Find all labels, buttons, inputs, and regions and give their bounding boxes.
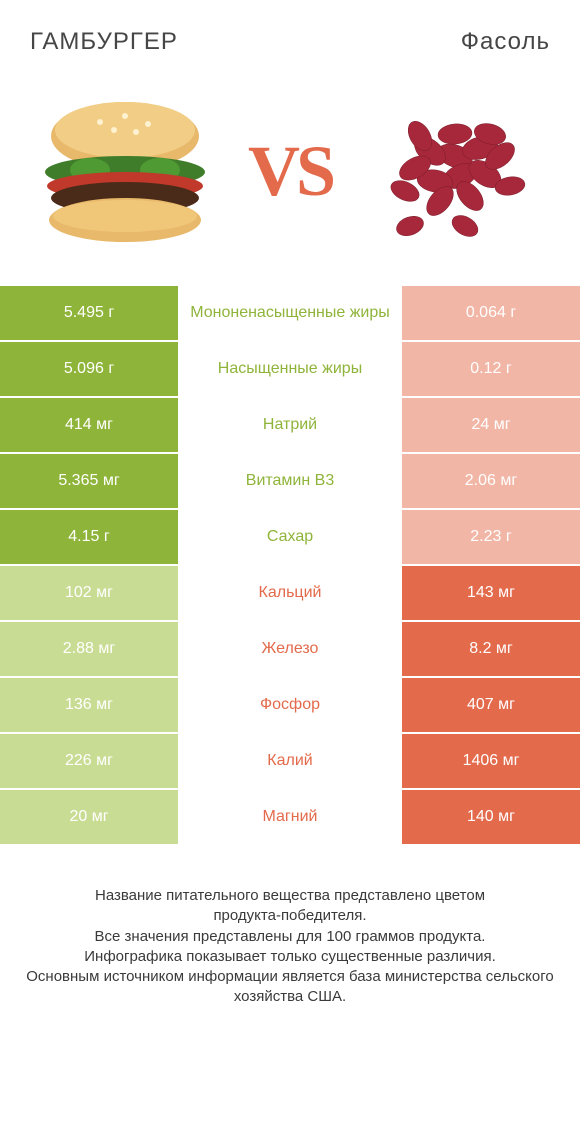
nutrient-table: 5.495 гМононенасыщенные жиры0.064 г5.096… [0,286,580,846]
right-value-cell: 2.06 мг [402,454,580,508]
table-row: 414 мгНатрий24 мг [0,398,580,454]
left-value-cell: 226 мг [0,734,178,788]
right-value-cell: 1406 мг [402,734,580,788]
left-value-cell: 414 мг [0,398,178,452]
right-product-title: Фасоль [290,28,550,56]
nutrient-name-cell: Железо [178,622,402,676]
nutrient-name-cell: Магний [178,790,402,844]
table-row: 102 мгКальций143 мг [0,566,580,622]
left-product-title: ГАМБУРГЕР [30,28,290,56]
left-value-cell: 5.096 г [0,342,178,396]
nutrient-name-cell: Витамин B3 [178,454,402,508]
right-value-cell: 140 мг [402,790,580,844]
nutrient-name-cell: Кальций [178,566,402,620]
hero-row: VS [0,66,580,286]
table-row: 20 мгМагний140 мг [0,790,580,846]
left-value-cell: 20 мг [0,790,178,844]
left-value-cell: 2.88 мг [0,622,178,676]
footer-line: Основным источником информации является … [20,967,560,1008]
table-row: 226 мгКалий1406 мг [0,734,580,790]
right-value-cell: 0.064 г [402,286,580,340]
nutrient-name-cell: Калий [178,734,402,788]
right-value-cell: 24 мг [402,398,580,452]
table-row: 136 мгФосфор407 мг [0,678,580,734]
left-value-cell: 4.15 г [0,510,178,564]
table-row: 5.096 гНасыщенные жиры0.12 г [0,342,580,398]
right-value-cell: 8.2 мг [402,622,580,676]
left-value-cell: 5.495 г [0,286,178,340]
table-row: 2.88 мгЖелезо8.2 мг [0,622,580,678]
vs-label: VS [248,130,332,213]
footer-notes: Название питательного вещества представл… [0,846,580,1008]
left-value-cell: 5.365 мг [0,454,178,508]
right-value-cell: 143 мг [402,566,580,620]
title-row: ГАМБУРГЕР Фасоль [0,0,580,66]
right-value-cell: 407 мг [402,678,580,732]
right-value-cell: 2.23 г [402,510,580,564]
nutrient-name-cell: Мононенасыщенные жиры [178,286,402,340]
nutrient-name-cell: Сахар [178,510,402,564]
nutrient-name-cell: Фосфор [178,678,402,732]
nutrient-name-cell: Насыщенные жиры [178,342,402,396]
table-row: 4.15 гСахар2.23 г [0,510,580,566]
right-value-cell: 0.12 г [402,342,580,396]
footer-line: Название питательного вещества представл… [20,886,560,927]
left-value-cell: 102 мг [0,566,178,620]
footer-line: Все значения представлены для 100 граммо… [20,927,560,947]
footer-line: Инфографика показывает только существенн… [20,947,560,967]
left-value-cell: 136 мг [0,678,178,732]
beans-image [360,86,550,256]
hamburger-image [30,86,220,256]
nutrient-name-cell: Натрий [178,398,402,452]
table-row: 5.365 мгВитамин B32.06 мг [0,454,580,510]
table-row: 5.495 гМононенасыщенные жиры0.064 г [0,286,580,342]
